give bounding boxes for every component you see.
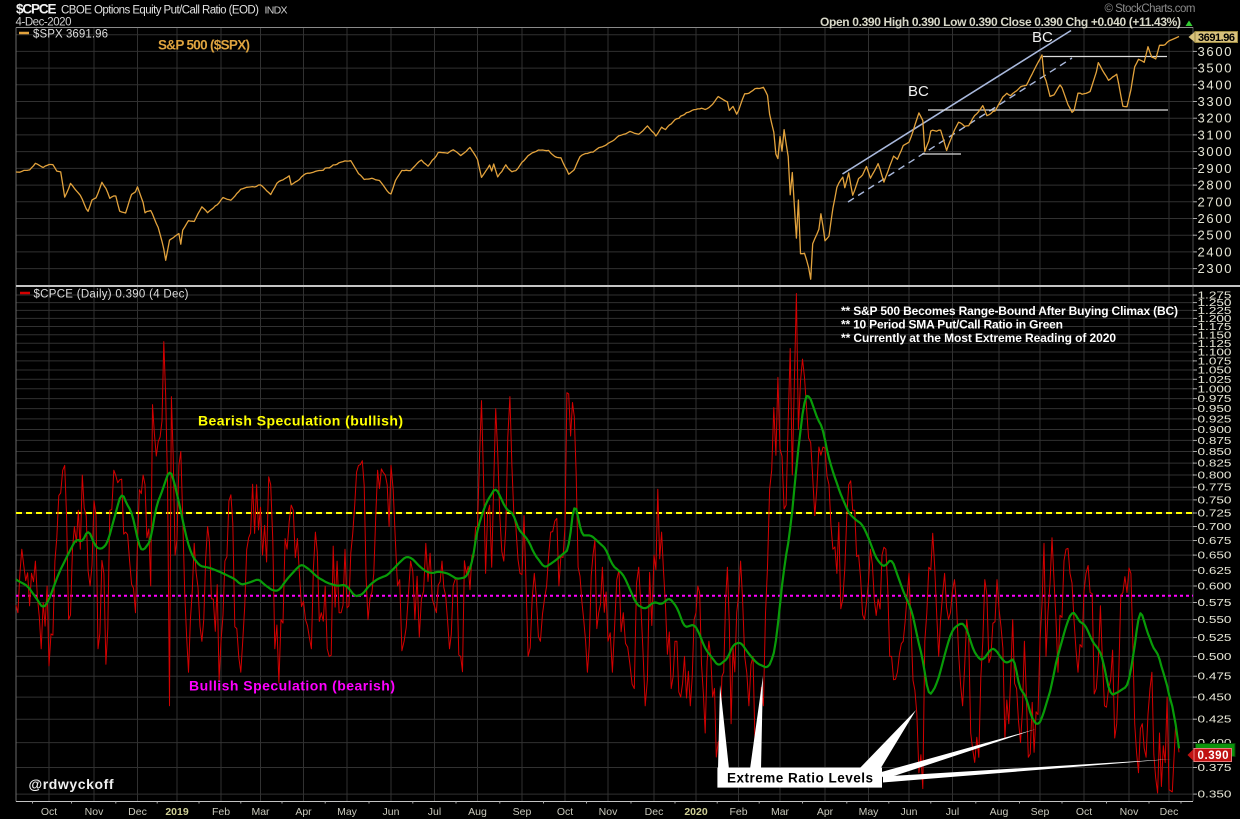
svg-text:BC: BC <box>1032 29 1053 46</box>
svg-text:2800: 2800 <box>1198 178 1232 193</box>
svg-text:2400: 2400 <box>1198 244 1232 259</box>
svg-text:0.650: 0.650 <box>1198 551 1233 562</box>
svg-text:0.725: 0.725 <box>1198 509 1233 520</box>
svg-text:3000: 3000 <box>1198 144 1232 159</box>
svg-text:0.500: 0.500 <box>1198 652 1233 663</box>
svg-text:0.850: 0.850 <box>1198 447 1233 458</box>
svg-text:INDX: INDX <box>265 5 288 17</box>
svg-text:** S&P 500 Becomes Range-Bound: ** S&P 500 Becomes Range-Bound After Buy… <box>841 304 1178 318</box>
svg-text:Jun: Jun <box>901 806 918 818</box>
svg-text:2300: 2300 <box>1198 261 1232 276</box>
svg-text:1.025: 1.025 <box>1198 375 1233 386</box>
svg-text:Bullish Speculation (bearish): Bullish Speculation (bearish) <box>189 678 395 694</box>
svg-text:Oct: Oct <box>41 806 57 818</box>
svg-text:0.900: 0.900 <box>1198 425 1233 436</box>
svg-text:Jul: Jul <box>946 806 959 818</box>
svg-text:Extreme Ratio Levels: Extreme Ratio Levels <box>727 771 873 786</box>
svg-text:2500: 2500 <box>1198 228 1232 243</box>
svg-text:Dec: Dec <box>645 806 664 818</box>
svg-text:© StockCharts.com: © StockCharts.com <box>1105 3 1196 15</box>
svg-text:0.575: 0.575 <box>1198 598 1233 609</box>
svg-text:Feb: Feb <box>212 806 230 818</box>
svg-text:1.075: 1.075 <box>1198 356 1233 367</box>
svg-text:0.600: 0.600 <box>1198 582 1233 593</box>
svg-text:3600: 3600 <box>1198 44 1232 59</box>
svg-text:** 10 Period SMA Put/Call Rati: ** 10 Period SMA Put/Call Ratio in Green <box>841 318 1063 332</box>
svg-text:Nov: Nov <box>1120 806 1139 818</box>
svg-text:1.225: 1.225 <box>1198 306 1233 317</box>
svg-text:Aug: Aug <box>468 806 487 818</box>
svg-text:Bearish Speculation (bullish): Bearish Speculation (bullish) <box>198 413 403 429</box>
svg-text:0.475: 0.475 <box>1198 672 1233 683</box>
svg-text:2900: 2900 <box>1198 161 1232 176</box>
svg-text:Mar: Mar <box>771 806 790 818</box>
svg-text:$CPCE (Daily) 0.390 (4 Dec): $CPCE (Daily) 0.390 (4 Dec) <box>34 289 189 301</box>
svg-text:Open 0.390 High 0.390 Low 0.: Open 0.390 High 0.390 Low 0.390 Close 0.… <box>820 15 1181 29</box>
svg-text:0.550: 0.550 <box>1198 615 1233 626</box>
svg-text:1.275: 1.275 <box>1198 291 1233 302</box>
svg-text:Sep: Sep <box>513 806 532 818</box>
svg-text:Apr: Apr <box>817 806 834 818</box>
svg-text:0.925: 0.925 <box>1198 414 1233 425</box>
svg-text:1.250: 1.250 <box>1198 298 1233 309</box>
svg-text:BC: BC <box>908 83 929 100</box>
svg-text:Nov: Nov <box>85 806 104 818</box>
svg-text:0.800: 0.800 <box>1198 471 1233 482</box>
svg-text:@rdwyckoff: @rdwyckoff <box>29 776 114 792</box>
svg-text:0.625: 0.625 <box>1198 566 1233 577</box>
svg-text:1.150: 1.150 <box>1198 330 1233 341</box>
svg-text:0.700: 0.700 <box>1198 522 1233 533</box>
svg-text:$CPCE: $CPCE <box>16 2 57 17</box>
svg-text:0.525: 0.525 <box>1198 633 1233 644</box>
svg-text:1.050: 1.050 <box>1198 366 1233 377</box>
svg-text:0.375: 0.375 <box>1198 763 1233 774</box>
svg-text:Aug: Aug <box>990 806 1009 818</box>
svg-text:0.390: 0.390 <box>1198 750 1229 762</box>
svg-text:3100: 3100 <box>1198 127 1232 142</box>
svg-text:Oct: Oct <box>557 806 573 818</box>
svg-text:0.675: 0.675 <box>1198 536 1233 547</box>
svg-text:Apr: Apr <box>295 806 312 818</box>
svg-text:0.975: 0.975 <box>1198 394 1233 405</box>
svg-text:3691.96: 3691.96 <box>1198 32 1235 44</box>
svg-text:0.825: 0.825 <box>1198 459 1233 470</box>
svg-text:$SPX 3691.96: $SPX 3691.96 <box>33 29 108 41</box>
svg-text:0.750: 0.750 <box>1198 495 1233 506</box>
svg-text:Feb: Feb <box>729 806 747 818</box>
svg-text:2020: 2020 <box>684 806 708 818</box>
svg-text:0.875: 0.875 <box>1198 436 1233 447</box>
svg-text:CBOE Options Equity Put/Call R: CBOE Options Equity Put/Call Ratio (EOD) <box>61 5 259 17</box>
svg-text:Nov: Nov <box>599 806 618 818</box>
svg-text:1.200: 1.200 <box>1198 314 1233 325</box>
svg-text:1.125: 1.125 <box>1198 339 1233 350</box>
svg-text:3500: 3500 <box>1198 61 1232 76</box>
svg-text:0.350: 0.350 <box>1198 790 1233 801</box>
svg-text:1.175: 1.175 <box>1198 322 1233 333</box>
svg-text:Oct: Oct <box>1076 806 1092 818</box>
svg-text:Jul: Jul <box>428 806 441 818</box>
svg-text:Mar: Mar <box>251 806 270 818</box>
svg-text:2019: 2019 <box>165 806 189 818</box>
svg-text:0.450: 0.450 <box>1198 693 1233 704</box>
svg-text:2600: 2600 <box>1198 211 1232 226</box>
svg-text:May: May <box>859 806 880 818</box>
svg-text:1.100: 1.100 <box>1198 348 1233 359</box>
svg-text:May: May <box>337 806 358 818</box>
svg-text:0.775: 0.775 <box>1198 483 1233 494</box>
svg-text:0.950: 0.950 <box>1198 404 1233 415</box>
svg-text:2700: 2700 <box>1198 194 1232 209</box>
svg-text:0.425: 0.425 <box>1198 715 1233 726</box>
svg-text:4-Dec-2020: 4-Dec-2020 <box>16 17 72 29</box>
svg-text:** Currently at the Most Extre: ** Currently at the Most Extreme Reading… <box>841 331 1116 345</box>
svg-text:3400: 3400 <box>1198 77 1232 92</box>
svg-text:3200: 3200 <box>1198 111 1232 126</box>
svg-text:1.000: 1.000 <box>1198 384 1233 395</box>
svg-text:3300: 3300 <box>1198 94 1232 109</box>
svg-text:Sep: Sep <box>1031 806 1050 818</box>
svg-text:Dec: Dec <box>128 806 147 818</box>
svg-text:Jun: Jun <box>383 806 400 818</box>
svg-text:Dec: Dec <box>1160 806 1179 818</box>
svg-text:S&P 500 ($SPX): S&P 500 ($SPX) <box>158 38 250 53</box>
